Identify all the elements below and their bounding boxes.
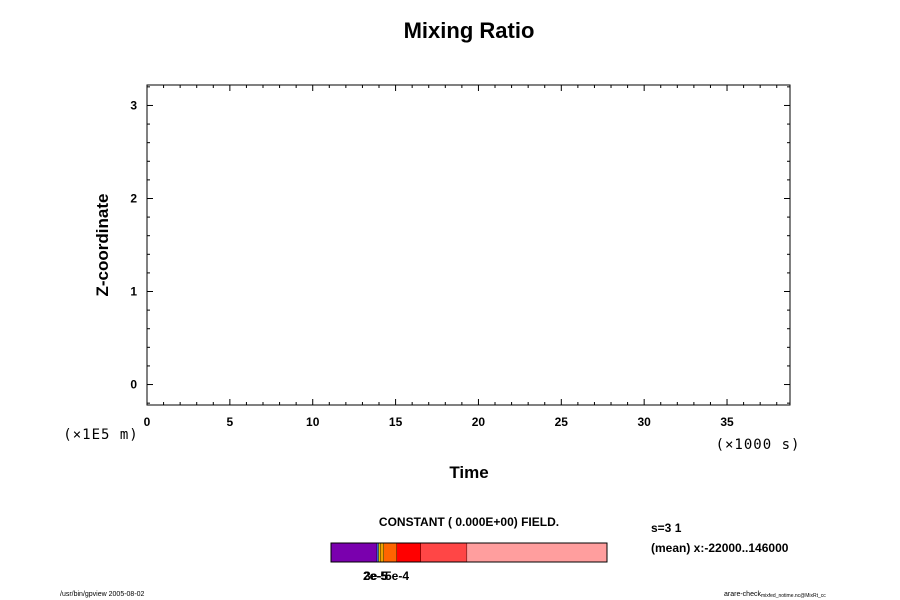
colorbar-tick-label: 5e-4 [385,569,409,583]
colorbar-segment [383,543,397,562]
x-tick-label: 5 [227,415,234,429]
field-note: CONSTANT ( 0.000E+00) FIELD. [379,515,559,529]
plot-area [146,84,791,406]
x-tick-label: 10 [306,415,320,429]
colorbar-tick-label-overlap-b: 3e-5 [364,569,388,583]
footer-left: /usr/bin/gpview 2005-08-02 [60,591,145,598]
x-unit-label: (×1000 s) [716,437,801,453]
footer-right-main: arare-check [724,591,761,598]
axis-ticks [146,85,790,405]
y-tick-label: 2 [130,191,137,205]
colorbar-segment [467,543,607,562]
y-unit-label: (×1E5 m) [63,427,138,443]
x-tick-labels: 0 5 10 15 20 25 30 35 [144,415,734,429]
x-tick-label: 15 [389,415,403,429]
colorbar-segment [420,543,468,562]
colorbar-frame [330,542,608,563]
colorbar-segment [380,543,384,562]
x-axis-label: Time [449,463,488,482]
y-tick-label: 1 [130,285,137,299]
y-tick-label: 0 [130,378,137,392]
colorbar-tick-label-overlap-a: 2e-5 [363,569,387,583]
y-tick-label: 3 [130,98,137,112]
footer-right: arare-checkmixfed_notime.nc@MixRt_cc [724,591,826,599]
mean-info: (mean) x:-22000..146000 [651,541,789,555]
colorbar-segment [331,543,378,562]
colorbar-segment [377,543,379,562]
x-tick-label: 0 [144,415,151,429]
colorbar [331,543,607,562]
x-tick-label: 35 [720,415,734,429]
colorbar-segment [396,543,421,562]
colorbar-segment [378,543,381,562]
chart-title: Mixing Ratio [404,18,535,43]
x-tick-label: 20 [472,415,486,429]
slice-info: s=3 1 [651,521,682,535]
y-axis-label: Z-coordinate [93,194,112,297]
x-tick-label: 30 [637,415,651,429]
y-tick-labels: 0 1 2 3 [130,98,137,391]
x-tick-label: 25 [555,415,569,429]
footer-right-sub: mixfed_notime.nc@MixRt_cc [761,593,826,599]
